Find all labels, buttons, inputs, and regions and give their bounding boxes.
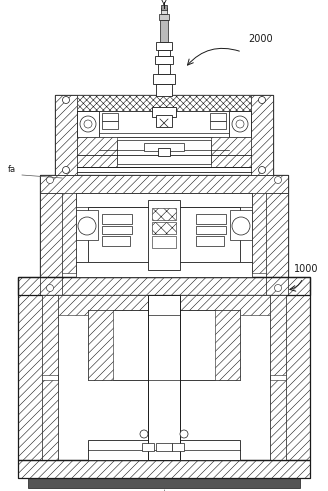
Circle shape	[80, 116, 96, 132]
Bar	[144, 143, 184, 151]
Bar	[196, 226, 226, 234]
Bar	[40, 175, 288, 295]
Bar	[88, 310, 240, 380]
Bar	[152, 208, 176, 220]
Bar	[160, 20, 168, 42]
Bar	[99, 111, 229, 133]
Bar	[42, 295, 58, 375]
Circle shape	[47, 176, 53, 184]
Bar	[172, 443, 184, 451]
Bar	[266, 193, 288, 295]
Bar	[77, 137, 251, 167]
Bar	[252, 193, 266, 273]
Bar	[270, 295, 286, 375]
Bar	[158, 148, 170, 156]
Bar	[40, 175, 288, 193]
Polygon shape	[161, 5, 167, 10]
Bar	[76, 262, 252, 277]
Bar	[153, 74, 175, 84]
Circle shape	[258, 166, 265, 173]
Circle shape	[47, 284, 53, 292]
Bar	[58, 295, 270, 315]
Bar	[251, 95, 273, 175]
Bar	[158, 50, 170, 56]
Circle shape	[258, 97, 265, 104]
Bar	[159, 14, 169, 20]
Bar	[156, 42, 172, 50]
Bar	[88, 207, 240, 262]
Bar	[158, 64, 170, 74]
Bar	[55, 95, 77, 175]
Bar	[210, 121, 226, 129]
Text: 2000: 2000	[248, 34, 273, 44]
Bar	[42, 380, 58, 460]
Bar	[55, 95, 273, 105]
Bar	[196, 236, 224, 246]
Bar	[18, 277, 310, 460]
Bar	[148, 295, 180, 460]
Bar	[156, 443, 172, 451]
Bar	[76, 193, 252, 207]
Bar	[102, 236, 130, 246]
Bar	[76, 193, 252, 273]
Bar	[88, 440, 176, 460]
Bar	[230, 210, 252, 240]
Bar	[40, 193, 62, 295]
Bar	[102, 121, 118, 129]
Bar	[77, 95, 251, 111]
Bar	[62, 193, 76, 273]
Bar	[286, 295, 310, 460]
Bar	[18, 277, 310, 295]
Text: 1000: 1000	[294, 264, 318, 274]
Bar	[148, 200, 180, 270]
Bar	[18, 460, 310, 478]
Circle shape	[84, 120, 92, 128]
Bar	[102, 113, 118, 121]
Bar	[117, 140, 211, 164]
Bar	[102, 226, 132, 234]
Circle shape	[232, 116, 248, 132]
Bar	[215, 310, 240, 380]
Circle shape	[63, 97, 70, 104]
Circle shape	[78, 217, 96, 235]
Bar	[142, 443, 154, 451]
Bar	[152, 107, 176, 117]
Text: fa: fa	[8, 165, 16, 174]
Bar	[229, 111, 251, 137]
Bar	[77, 137, 117, 167]
Bar	[196, 214, 226, 224]
Circle shape	[275, 176, 281, 184]
Bar	[55, 95, 273, 175]
Bar	[18, 277, 310, 295]
Circle shape	[63, 166, 70, 173]
Bar	[156, 84, 172, 96]
Circle shape	[236, 120, 244, 128]
Bar	[210, 113, 226, 121]
Bar	[58, 295, 270, 460]
Bar	[88, 310, 113, 380]
Bar	[77, 111, 99, 137]
Circle shape	[275, 284, 281, 292]
Bar	[102, 214, 132, 224]
Bar	[161, 8, 167, 14]
Bar	[18, 295, 42, 460]
Circle shape	[232, 217, 250, 235]
Bar	[152, 236, 176, 248]
Circle shape	[180, 430, 188, 438]
Bar	[211, 137, 251, 167]
Bar	[155, 56, 173, 64]
Bar	[152, 222, 176, 234]
Bar	[76, 210, 98, 240]
Bar	[270, 380, 286, 460]
Bar	[18, 460, 310, 478]
Bar	[156, 115, 172, 127]
Circle shape	[140, 430, 148, 438]
Bar	[152, 440, 240, 460]
Bar	[28, 478, 300, 488]
